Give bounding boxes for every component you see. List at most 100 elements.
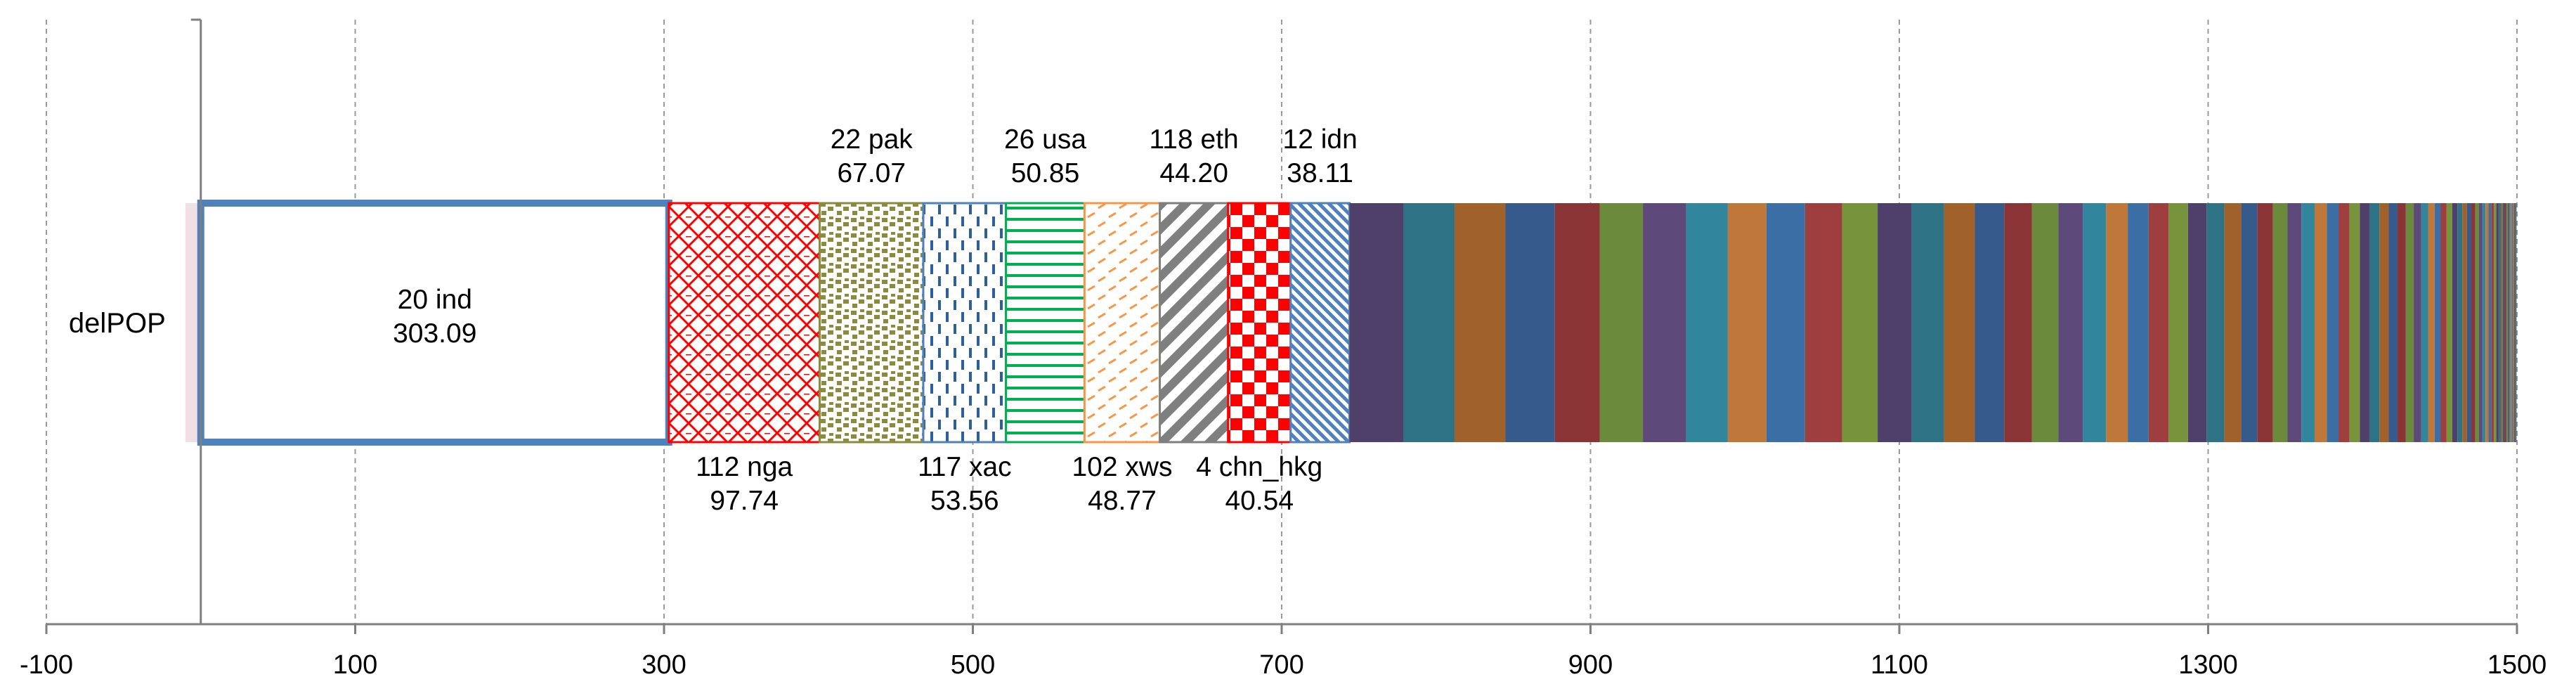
bar-segment	[2488, 203, 2492, 442]
segment-label: 117 xac	[918, 452, 1012, 482]
bar-segment	[2421, 203, 2428, 442]
bar-segment	[2457, 203, 2463, 442]
bar-segment	[2168, 203, 2188, 442]
bar-segment	[2466, 203, 2472, 442]
segment-value-label: 40.54	[1225, 486, 1294, 516]
bar-segment	[2482, 203, 2486, 442]
bar-segment	[2369, 203, 2380, 442]
bar-segment	[1643, 203, 1686, 442]
bar-segment	[2257, 203, 2273, 442]
bar-segment	[1005, 202, 1086, 444]
segment-label: 12 idn	[1283, 124, 1358, 155]
bar-segment	[2058, 203, 2083, 442]
bar-segment	[1083, 202, 1162, 444]
segment-label: 20 ind	[398, 285, 472, 315]
bar-segment	[2462, 203, 2467, 442]
bar-segment	[1944, 203, 1975, 442]
bar-segment	[2379, 203, 2389, 442]
x-tick-label: -100	[20, 650, 73, 680]
bar-segment	[2511, 203, 2513, 442]
x-tick-label: 700	[1259, 650, 1303, 680]
x-axis: -100 100 300 500 700 900 1100 1300 1500	[20, 18, 2546, 680]
bar-segment	[2128, 203, 2149, 442]
bar-segment	[2148, 203, 2169, 442]
bar-segment	[2287, 203, 2302, 442]
segment-label: 118 eth	[1150, 124, 1239, 155]
bar-segment	[2206, 203, 2225, 442]
bar-segment	[1505, 203, 1555, 442]
bar-segment	[2272, 203, 2288, 442]
bar-segment	[1349, 203, 1404, 442]
segment-label: 22 pak	[831, 124, 913, 155]
segment-label: 4 chn_hkg	[1196, 452, 1322, 482]
bar-segment	[1289, 202, 1351, 444]
bar-segment-negative	[185, 203, 201, 442]
bar-segment	[2224, 203, 2242, 442]
stacked-bar	[185, 200, 2517, 446]
segment-value-label: 97.74	[710, 486, 779, 516]
bar-segment	[2360, 203, 2370, 442]
bar-segment	[819, 202, 925, 444]
bar-segment	[2452, 203, 2458, 442]
x-tick-label: 1100	[1871, 650, 1928, 680]
segment-label: 102 xws	[1072, 452, 1172, 482]
bar-segment	[2388, 203, 2398, 442]
bar-segment	[2475, 203, 2480, 442]
bar-segment	[1454, 203, 1506, 442]
segment-value-label: 303.09	[393, 318, 476, 349]
segment-value-label: 44.20	[1159, 158, 1228, 188]
bar-segment	[668, 202, 821, 444]
bar-segment	[2504, 203, 2506, 442]
bar-segment	[2506, 203, 2509, 442]
bar-segment	[1159, 202, 1230, 444]
bar-segment	[2513, 203, 2514, 442]
bar-segment	[2479, 203, 2483, 442]
bar-segment	[1727, 203, 1767, 442]
bar-segment	[2405, 203, 2414, 442]
bar-segment	[2301, 203, 2315, 442]
bar-segment	[1554, 203, 1600, 442]
x-tick-label: 300	[642, 650, 686, 680]
bar-segment	[2031, 203, 2059, 442]
bar-segment	[2397, 203, 2406, 442]
bar-segment	[1842, 203, 1878, 442]
bar-segment	[2349, 203, 2360, 442]
bar-segment	[1227, 202, 1292, 444]
category-label: delPOP	[69, 308, 166, 339]
segment-value-label: 48.77	[1088, 486, 1157, 516]
bar-segment	[2241, 203, 2258, 442]
bar-segment	[1975, 203, 2005, 442]
bar-segment	[2446, 203, 2452, 442]
bar-segment	[2187, 203, 2207, 442]
segment-value-label: 67.07	[837, 158, 906, 188]
bar-segment	[2434, 203, 2441, 442]
bar-segment	[1878, 203, 1912, 442]
bar-segment	[2496, 203, 2499, 442]
bar-segment	[2494, 203, 2497, 442]
bar-segment	[2510, 203, 2512, 442]
bar-segment	[2004, 203, 2032, 442]
bar-segment	[2414, 203, 2421, 442]
bar-segment	[1766, 203, 1805, 442]
bar-segment	[2514, 203, 2516, 442]
segment-value-label: 50.85	[1011, 158, 1080, 188]
bar-segment	[2485, 203, 2489, 442]
bar-segment	[2471, 203, 2476, 442]
x-tick-label: 100	[333, 650, 377, 680]
bar-segment	[2106, 203, 2128, 442]
x-tick-label: 900	[1568, 650, 1613, 680]
bar-segment	[922, 202, 1008, 444]
segment-value-label: 53.56	[930, 486, 999, 516]
bar-segment	[2509, 203, 2511, 442]
bar-segment	[2508, 203, 2510, 442]
bar-segment	[2498, 203, 2501, 442]
segment-label: 112 nga	[696, 452, 793, 482]
x-tick-label: 1300	[2178, 650, 2238, 680]
bar-segment	[2502, 203, 2505, 442]
bar-segment	[1804, 203, 1842, 442]
bar-segment	[1686, 203, 1728, 442]
bar-segment	[2428, 203, 2435, 442]
segment-label: 26 usa	[1004, 124, 1086, 155]
